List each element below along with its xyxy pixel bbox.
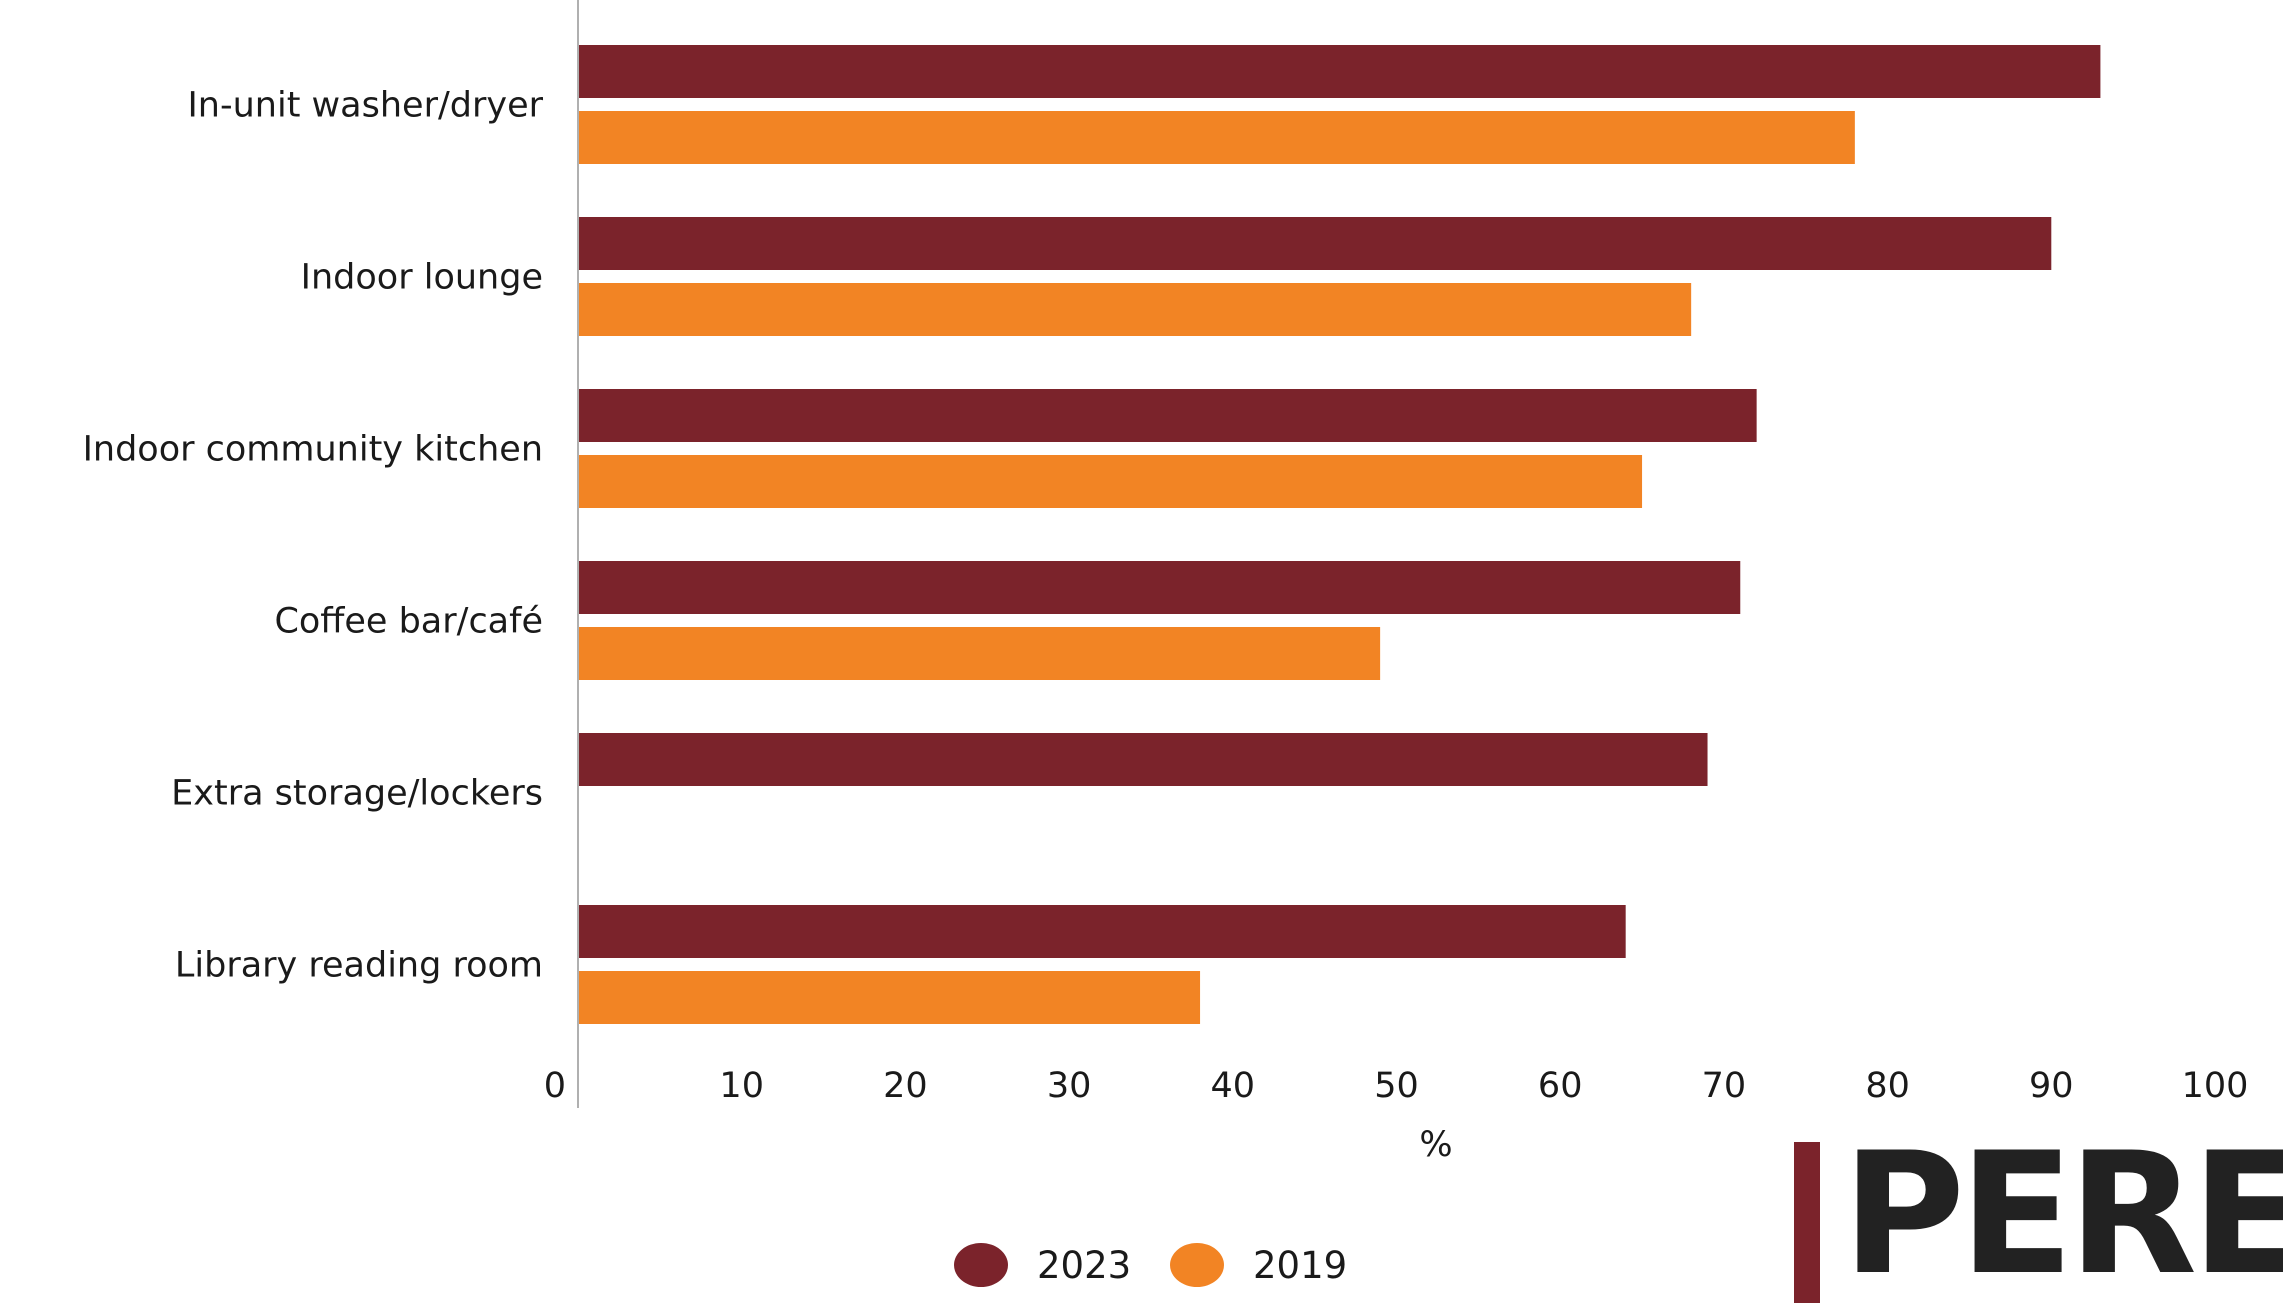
x-tick-50: 50	[1374, 1066, 1419, 1106]
x-tick-90: 90	[2029, 1066, 2074, 1106]
category-label-coffee-bar-caf: Coffee bar/café	[274, 602, 543, 642]
category-label-extra-storage-lockers: Extra storage/lockers	[171, 774, 543, 814]
category-label-in-unit-washer-dryer: In-unit washer/dryer	[187, 86, 543, 126]
category-label-indoor-community-kitchen: Indoor community kitchen	[83, 430, 543, 470]
bar-library-reading-room-2019	[578, 971, 1201, 1024]
bars-group	[578, 45, 2101, 1024]
bar-indoor-lounge-2023	[578, 217, 2052, 270]
legend: 2023 2019	[954, 1243, 1347, 1287]
bar-library-reading-room-2023	[578, 905, 1626, 958]
x-tick-100: 100	[2182, 1066, 2249, 1106]
bar-extra-storage-lockers-2023	[578, 733, 1708, 786]
logo-text: PERE	[1842, 1116, 2283, 1308]
legend-label-2023: 2023	[1037, 1244, 1131, 1287]
category-label-library-reading-room: Library reading room	[175, 946, 543, 986]
x-tick-70: 70	[1702, 1066, 1747, 1106]
x-tick-30: 30	[1047, 1066, 1092, 1106]
logo-bar	[1794, 1142, 1820, 1303]
x-tick-labels: 0 10 20 30 40 50 60 70 80 90 100	[544, 1066, 2249, 1106]
legend-swatch-2023	[954, 1243, 1008, 1287]
bar-in-unit-washer-dryer-2023	[578, 45, 2101, 98]
x-tick-0: 0	[544, 1066, 566, 1106]
x-axis-title: %	[1419, 1125, 1452, 1165]
legend-label-2019: 2019	[1253, 1244, 1347, 1287]
bar-indoor-community-kitchen-2023	[578, 389, 1757, 442]
x-tick-20: 20	[883, 1066, 928, 1106]
bar-in-unit-washer-dryer-2019	[578, 111, 1855, 164]
bar-indoor-lounge-2019	[578, 283, 1692, 336]
category-label-indoor-lounge: Indoor lounge	[301, 258, 543, 298]
x-tick-80: 80	[1865, 1066, 1910, 1106]
bar-coffee-bar-caf-2019	[578, 627, 1381, 680]
x-tick-40: 40	[1211, 1066, 1256, 1106]
bar-indoor-community-kitchen-2019	[578, 455, 1643, 508]
pere-logo: PERE	[1794, 1116, 2283, 1308]
legend-swatch-2019	[1170, 1243, 1224, 1287]
x-tick-10: 10	[719, 1066, 764, 1106]
category-labels: In-unit washer/dryer Indoor lounge Indoor …	[83, 86, 544, 986]
bar-coffee-bar-caf-2023	[578, 561, 1741, 614]
x-tick-60: 60	[1538, 1066, 1583, 1106]
